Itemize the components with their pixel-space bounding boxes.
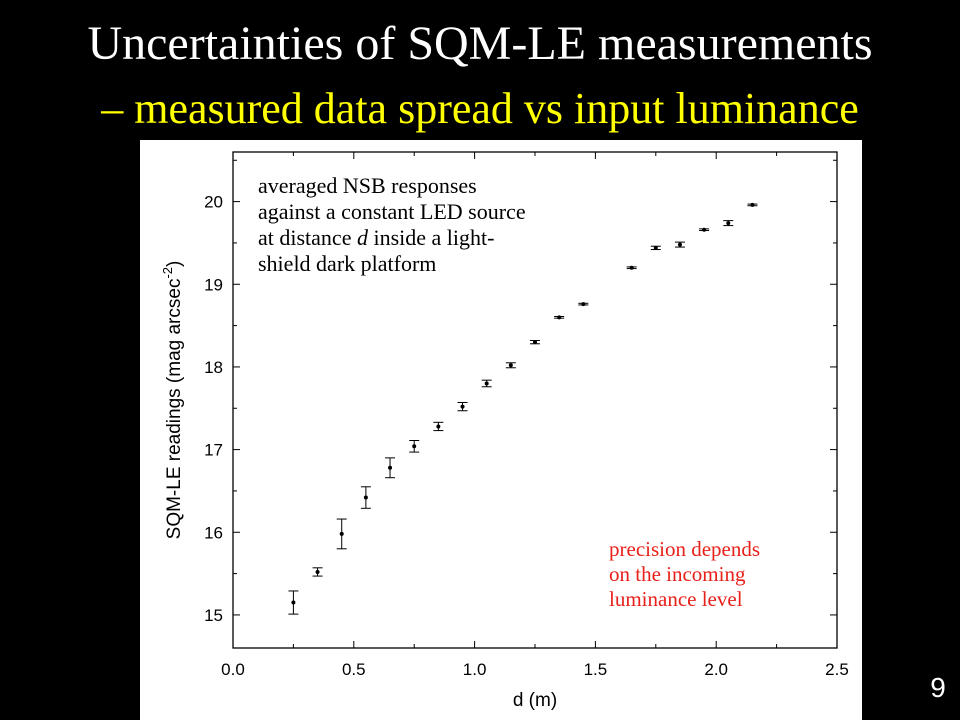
data-point [750,202,755,207]
x-tick-label: 2.5 [825,660,849,679]
data-point [484,381,489,386]
y-tick-label: 20 [204,193,223,212]
chart-panel: 0.0 0.5 1.0 1.5 2.0 2.5 15 16 17 18 19 20 d (m) SQM-L… [140,140,862,720]
data-point [581,302,586,307]
data-point [726,221,731,226]
annotation-variable: d [356,225,368,250]
slide-number: 9 [930,672,946,703]
x-axis-label: d (m) [513,690,557,711]
y-tick-label: 15 [204,606,223,625]
data-point [557,315,562,320]
x-tick-label: 2.0 [704,660,728,679]
data-point [315,569,320,574]
data-point [291,600,296,605]
data-point [363,495,368,500]
data-point [436,424,441,429]
data-point [629,265,634,270]
annotation-line: precision depends [609,537,761,561]
data-point [653,245,658,250]
chart-svg: 0.0 0.5 1.0 1.5 2.0 2.5 15 16 17 18 19 20 d (m) SQM-L… [160,151,849,711]
data-point [677,242,682,247]
annotation-precision: precision depends on the incoming lumina… [609,537,829,612]
annotation-line: against a constant LED source [258,199,526,224]
slide-subtitle: – measured data spread vs input luminanc… [101,84,859,133]
data-point [388,465,393,470]
annotation-line: averaged NSB responses [258,173,477,198]
annotation-line: luminance level [609,587,743,611]
x-tick-label: 1.0 [463,660,487,679]
y-tick-label: 18 [204,358,223,377]
annotation-line: at distance d inside a light- [258,225,495,250]
x-tick-label: 0.0 [221,660,245,679]
y-tick-label: 19 [204,275,223,294]
data-point [702,227,707,232]
y-tick-label: 17 [204,441,223,460]
slide-title: Uncertainties of SQM-LE measurements [87,17,873,70]
x-tick-label: 0.5 [342,660,366,679]
y-tick-label: 16 [204,523,223,542]
annotation-main: averaged NSB responses against a constan… [258,173,638,277]
annotation-line: on the incoming [609,562,746,586]
data-point [412,444,417,449]
data-point [460,404,465,409]
data-point [339,531,344,536]
annotation-line: shield dark platform [258,251,437,276]
x-tick-label: 1.5 [584,660,608,679]
data-point [533,340,537,345]
data-point [508,363,513,368]
y-axis-label: SQM-LE readings (mag arcsec-2) [160,261,185,540]
